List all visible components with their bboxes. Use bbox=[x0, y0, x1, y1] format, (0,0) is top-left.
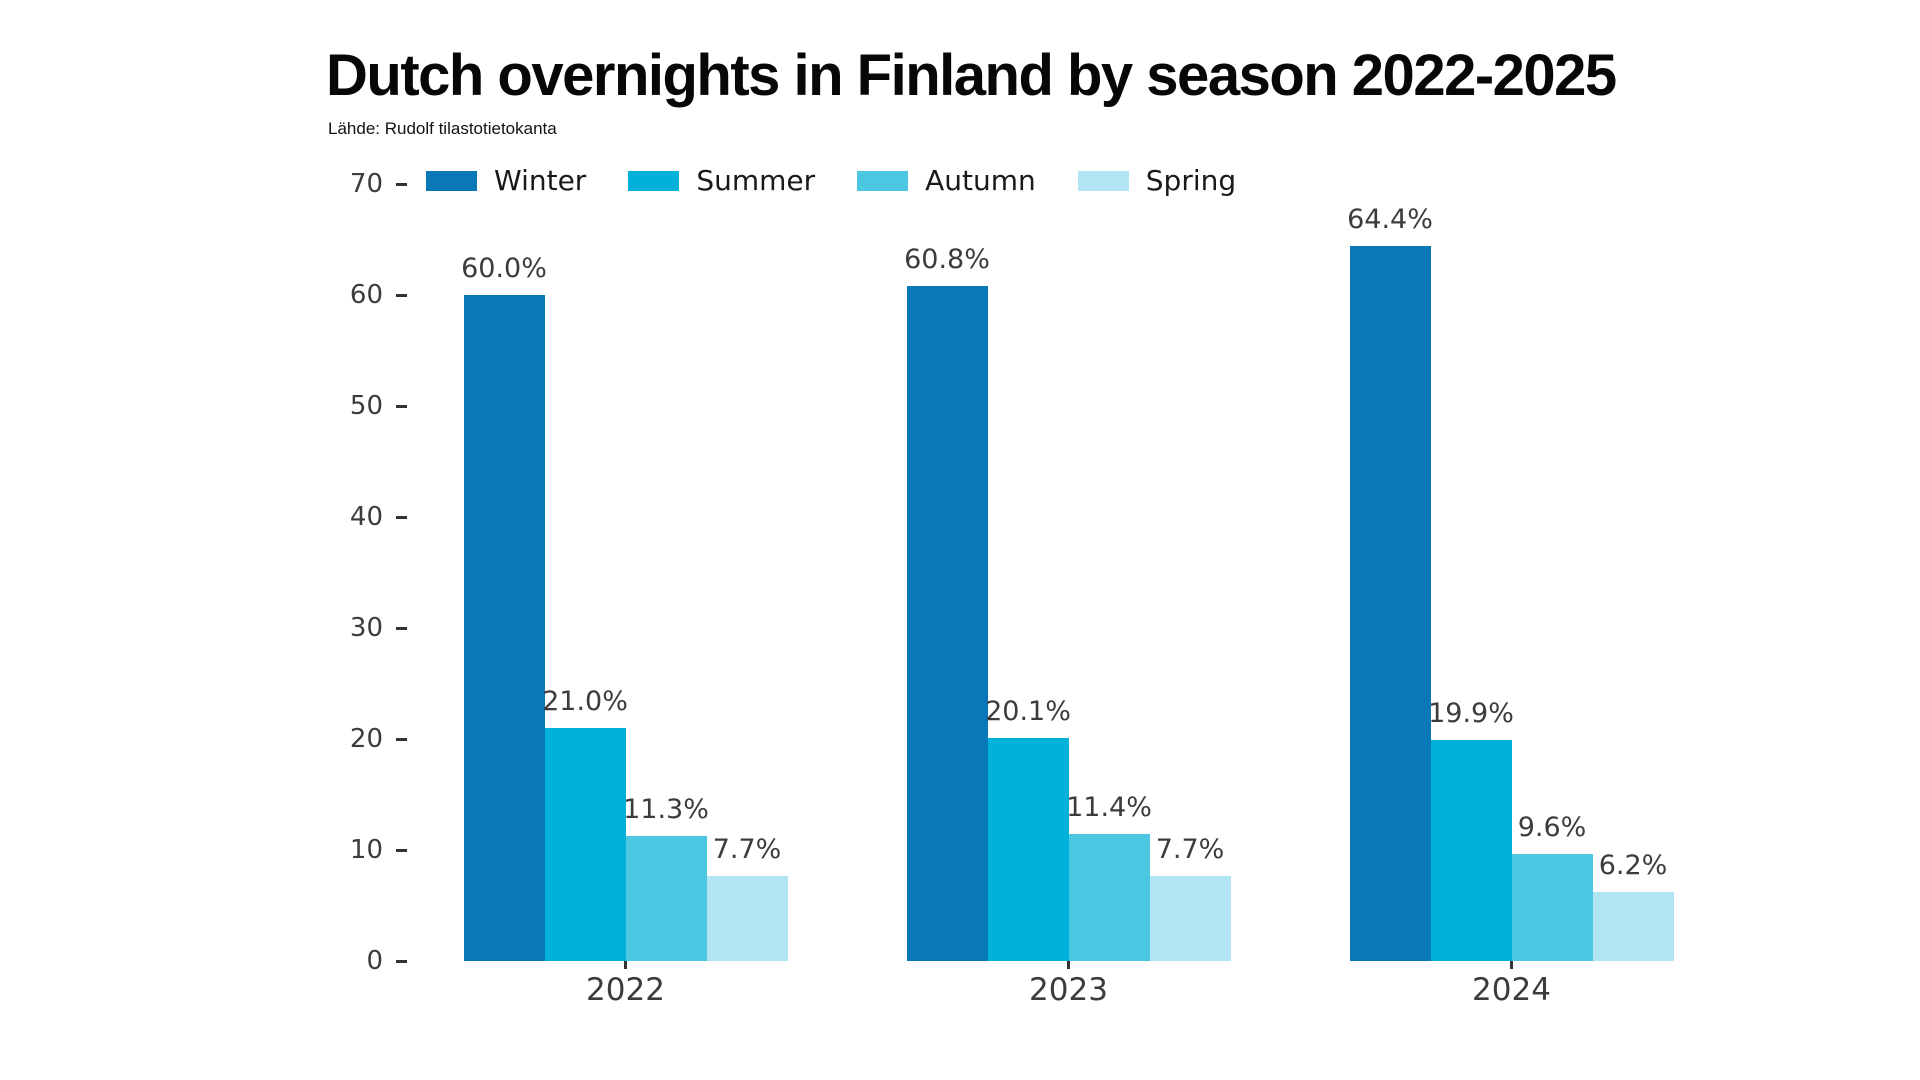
bar-winter-2024 bbox=[1349, 246, 1431, 961]
y-tick-label: 60 bbox=[349, 280, 383, 310]
bar-value-label: 9.6% bbox=[1517, 812, 1587, 844]
y-tick-label: 50 bbox=[349, 391, 383, 421]
bar-value-label: 11.4% bbox=[1066, 792, 1152, 824]
chart-source-note: Lähde: Rudolf tilastotietokanta bbox=[328, 119, 557, 138]
legend-label-winter: Winter bbox=[494, 164, 587, 197]
bar-value-label: 7.7% bbox=[1155, 833, 1225, 865]
bar-value-label: 20.1% bbox=[985, 695, 1071, 727]
y-tick-mark bbox=[396, 182, 407, 186]
x-tick-label-2022: 2022 bbox=[586, 972, 665, 1008]
y-tick-mark bbox=[396, 848, 407, 852]
bar-autumn-2023 bbox=[1068, 834, 1150, 961]
bar-summer-2024 bbox=[1430, 740, 1512, 961]
y-tick-label: 0 bbox=[366, 946, 383, 976]
legend-label-summer: Summer bbox=[696, 164, 816, 197]
bar-summer-2023 bbox=[987, 737, 1069, 961]
y-tick-label: 30 bbox=[349, 613, 383, 643]
legend-swatch-winter bbox=[426, 171, 477, 191]
bar-value-label: 19.9% bbox=[1428, 698, 1514, 730]
chart-title: Dutch overnights in Finland by season 20… bbox=[326, 43, 1617, 108]
legend-item-summer: Summer bbox=[628, 167, 815, 195]
y-tick-label: 20 bbox=[349, 724, 383, 754]
bar-summer-2022 bbox=[544, 727, 626, 961]
x-tick-label-2023: 2023 bbox=[1029, 972, 1108, 1008]
legend-item-autumn: Autumn bbox=[857, 167, 1036, 195]
bar-autumn-2022 bbox=[625, 835, 707, 961]
bar-value-label: 60.0% bbox=[461, 253, 547, 284]
bar-value-label: 21.0% bbox=[542, 685, 628, 717]
x-tick-mark bbox=[624, 961, 627, 969]
bar-value-label: 60.8% bbox=[904, 244, 990, 276]
y-tick-mark bbox=[396, 737, 407, 741]
y-tick-mark bbox=[396, 515, 407, 519]
legend-label-spring: Spring bbox=[1145, 164, 1237, 197]
bar-value-label: 64.4% bbox=[1347, 204, 1433, 236]
x-tick-mark bbox=[1510, 961, 1513, 969]
bar-spring-2022 bbox=[706, 875, 788, 961]
bar-value-label: 7.7% bbox=[712, 833, 782, 865]
legend-swatch-autumn bbox=[857, 171, 909, 191]
bar-value-label: 6.2% bbox=[1598, 850, 1668, 882]
y-tick-mark bbox=[396, 626, 407, 630]
bar-autumn-2024 bbox=[1511, 854, 1593, 961]
legend-swatch-spring bbox=[1077, 171, 1129, 191]
bar-value-label: 11.3% bbox=[623, 793, 709, 825]
legend-label-autumn: Autumn bbox=[925, 164, 1036, 197]
bar-spring-2023 bbox=[1149, 875, 1231, 961]
bar-winter-2023 bbox=[906, 286, 988, 961]
y-tick-label: 70 bbox=[349, 169, 383, 199]
legend: Winter Summer Autumn Spring bbox=[426, 167, 1236, 195]
x-tick-label-2024: 2024 bbox=[1472, 972, 1551, 1008]
y-tick-label: 10 bbox=[349, 835, 383, 865]
y-tick-mark bbox=[396, 404, 407, 408]
bar-spring-2024 bbox=[1592, 892, 1674, 961]
legend-item-spring: Spring bbox=[1077, 164, 1237, 197]
legend-swatch-summer bbox=[628, 171, 680, 191]
bar-winter-2022 bbox=[463, 295, 545, 961]
y-tick-mark bbox=[396, 959, 407, 963]
y-tick-label: 40 bbox=[349, 502, 383, 532]
y-tick-mark bbox=[396, 293, 407, 297]
x-tick-mark bbox=[1067, 961, 1070, 969]
legend-item-winter: Winter bbox=[426, 167, 586, 195]
